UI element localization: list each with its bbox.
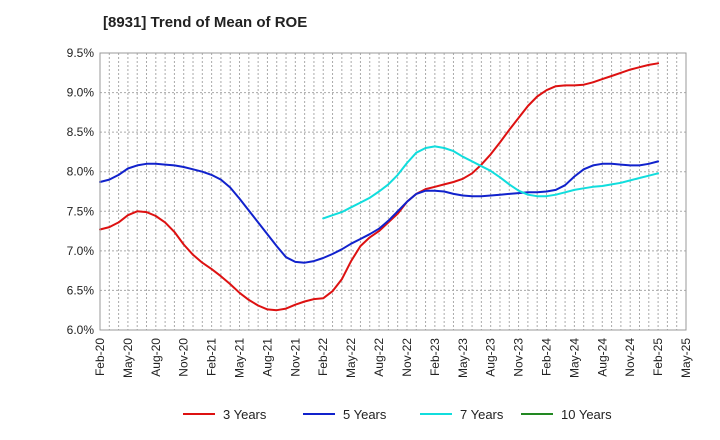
x-tick-label: Feb-21	[205, 338, 219, 376]
y-tick-label: 8.5%	[67, 125, 95, 139]
y-tick-label: 6.0%	[67, 323, 95, 337]
legend-item-3-years: 3 Years	[183, 407, 267, 422]
x-tick-label: Aug-24	[595, 338, 609, 377]
x-tick-label: May-25	[679, 338, 693, 378]
x-tick-label: Feb-23	[428, 338, 442, 376]
y-axis-tick-labels: 6.0% 6.5% 7.0% 7.5% 8.0% 8.5% 9.0% 9.5%	[67, 46, 95, 337]
x-tick-label: Feb-24	[539, 338, 553, 376]
x-tick-label: Nov-21	[288, 338, 302, 377]
x-tick-label: May-22	[344, 338, 358, 378]
y-tick-label: 8.0%	[67, 165, 95, 179]
x-tick-label: May-23	[456, 338, 470, 378]
series-line-3-years	[99, 62, 660, 312]
legend-item-7-years: 7 Years	[420, 407, 504, 422]
x-axis-tick-labels: Feb-20 May-20 Aug-20 Nov-20 Feb-21 May-21 Aug-…	[93, 338, 693, 378]
grid-layer	[100, 52, 686, 331]
x-tick-label: May-20	[121, 338, 135, 378]
x-tick-label: Feb-25	[651, 338, 665, 376]
y-tick-label: 9.0%	[67, 86, 95, 100]
legend-label: 3 Years	[223, 407, 267, 422]
x-tick-label: May-21	[233, 338, 247, 378]
series-lines	[99, 62, 660, 312]
x-tick-label: Aug-20	[149, 338, 163, 377]
legend-label: 5 Years	[343, 407, 387, 422]
x-tick-label: Nov-20	[177, 338, 191, 377]
legend-item-5-years: 5 Years	[303, 407, 387, 422]
legend-item-10-years: 10 Years	[521, 407, 612, 422]
plot-area-border	[99, 52, 687, 331]
legend-label: 7 Years	[460, 407, 504, 422]
chart-title: [8931] Trend of Mean of ROE	[103, 14, 308, 31]
y-tick-label: 7.0%	[67, 244, 95, 258]
x-tick-label: Nov-23	[512, 338, 526, 377]
legend-label: 10 Years	[561, 407, 612, 422]
x-tick-label: May-24	[567, 338, 581, 378]
y-tick-label: 9.5%	[67, 46, 95, 60]
legend: 3 Years 5 Years 7 Years 10 Years	[183, 407, 612, 422]
y-tick-label: 6.5%	[67, 283, 95, 297]
x-tick-label: Nov-24	[623, 338, 637, 377]
series-line-7-years	[322, 145, 660, 220]
y-tick-label: 7.5%	[67, 204, 95, 218]
x-tick-label: Nov-22	[400, 338, 414, 377]
x-tick-label: Aug-23	[484, 338, 498, 377]
x-tick-label: Aug-22	[372, 338, 386, 377]
x-tick-label: Feb-22	[316, 338, 330, 376]
x-tick-label: Aug-21	[260, 338, 274, 377]
series-line-5-years	[99, 160, 660, 264]
x-tick-label: Feb-20	[93, 338, 107, 376]
